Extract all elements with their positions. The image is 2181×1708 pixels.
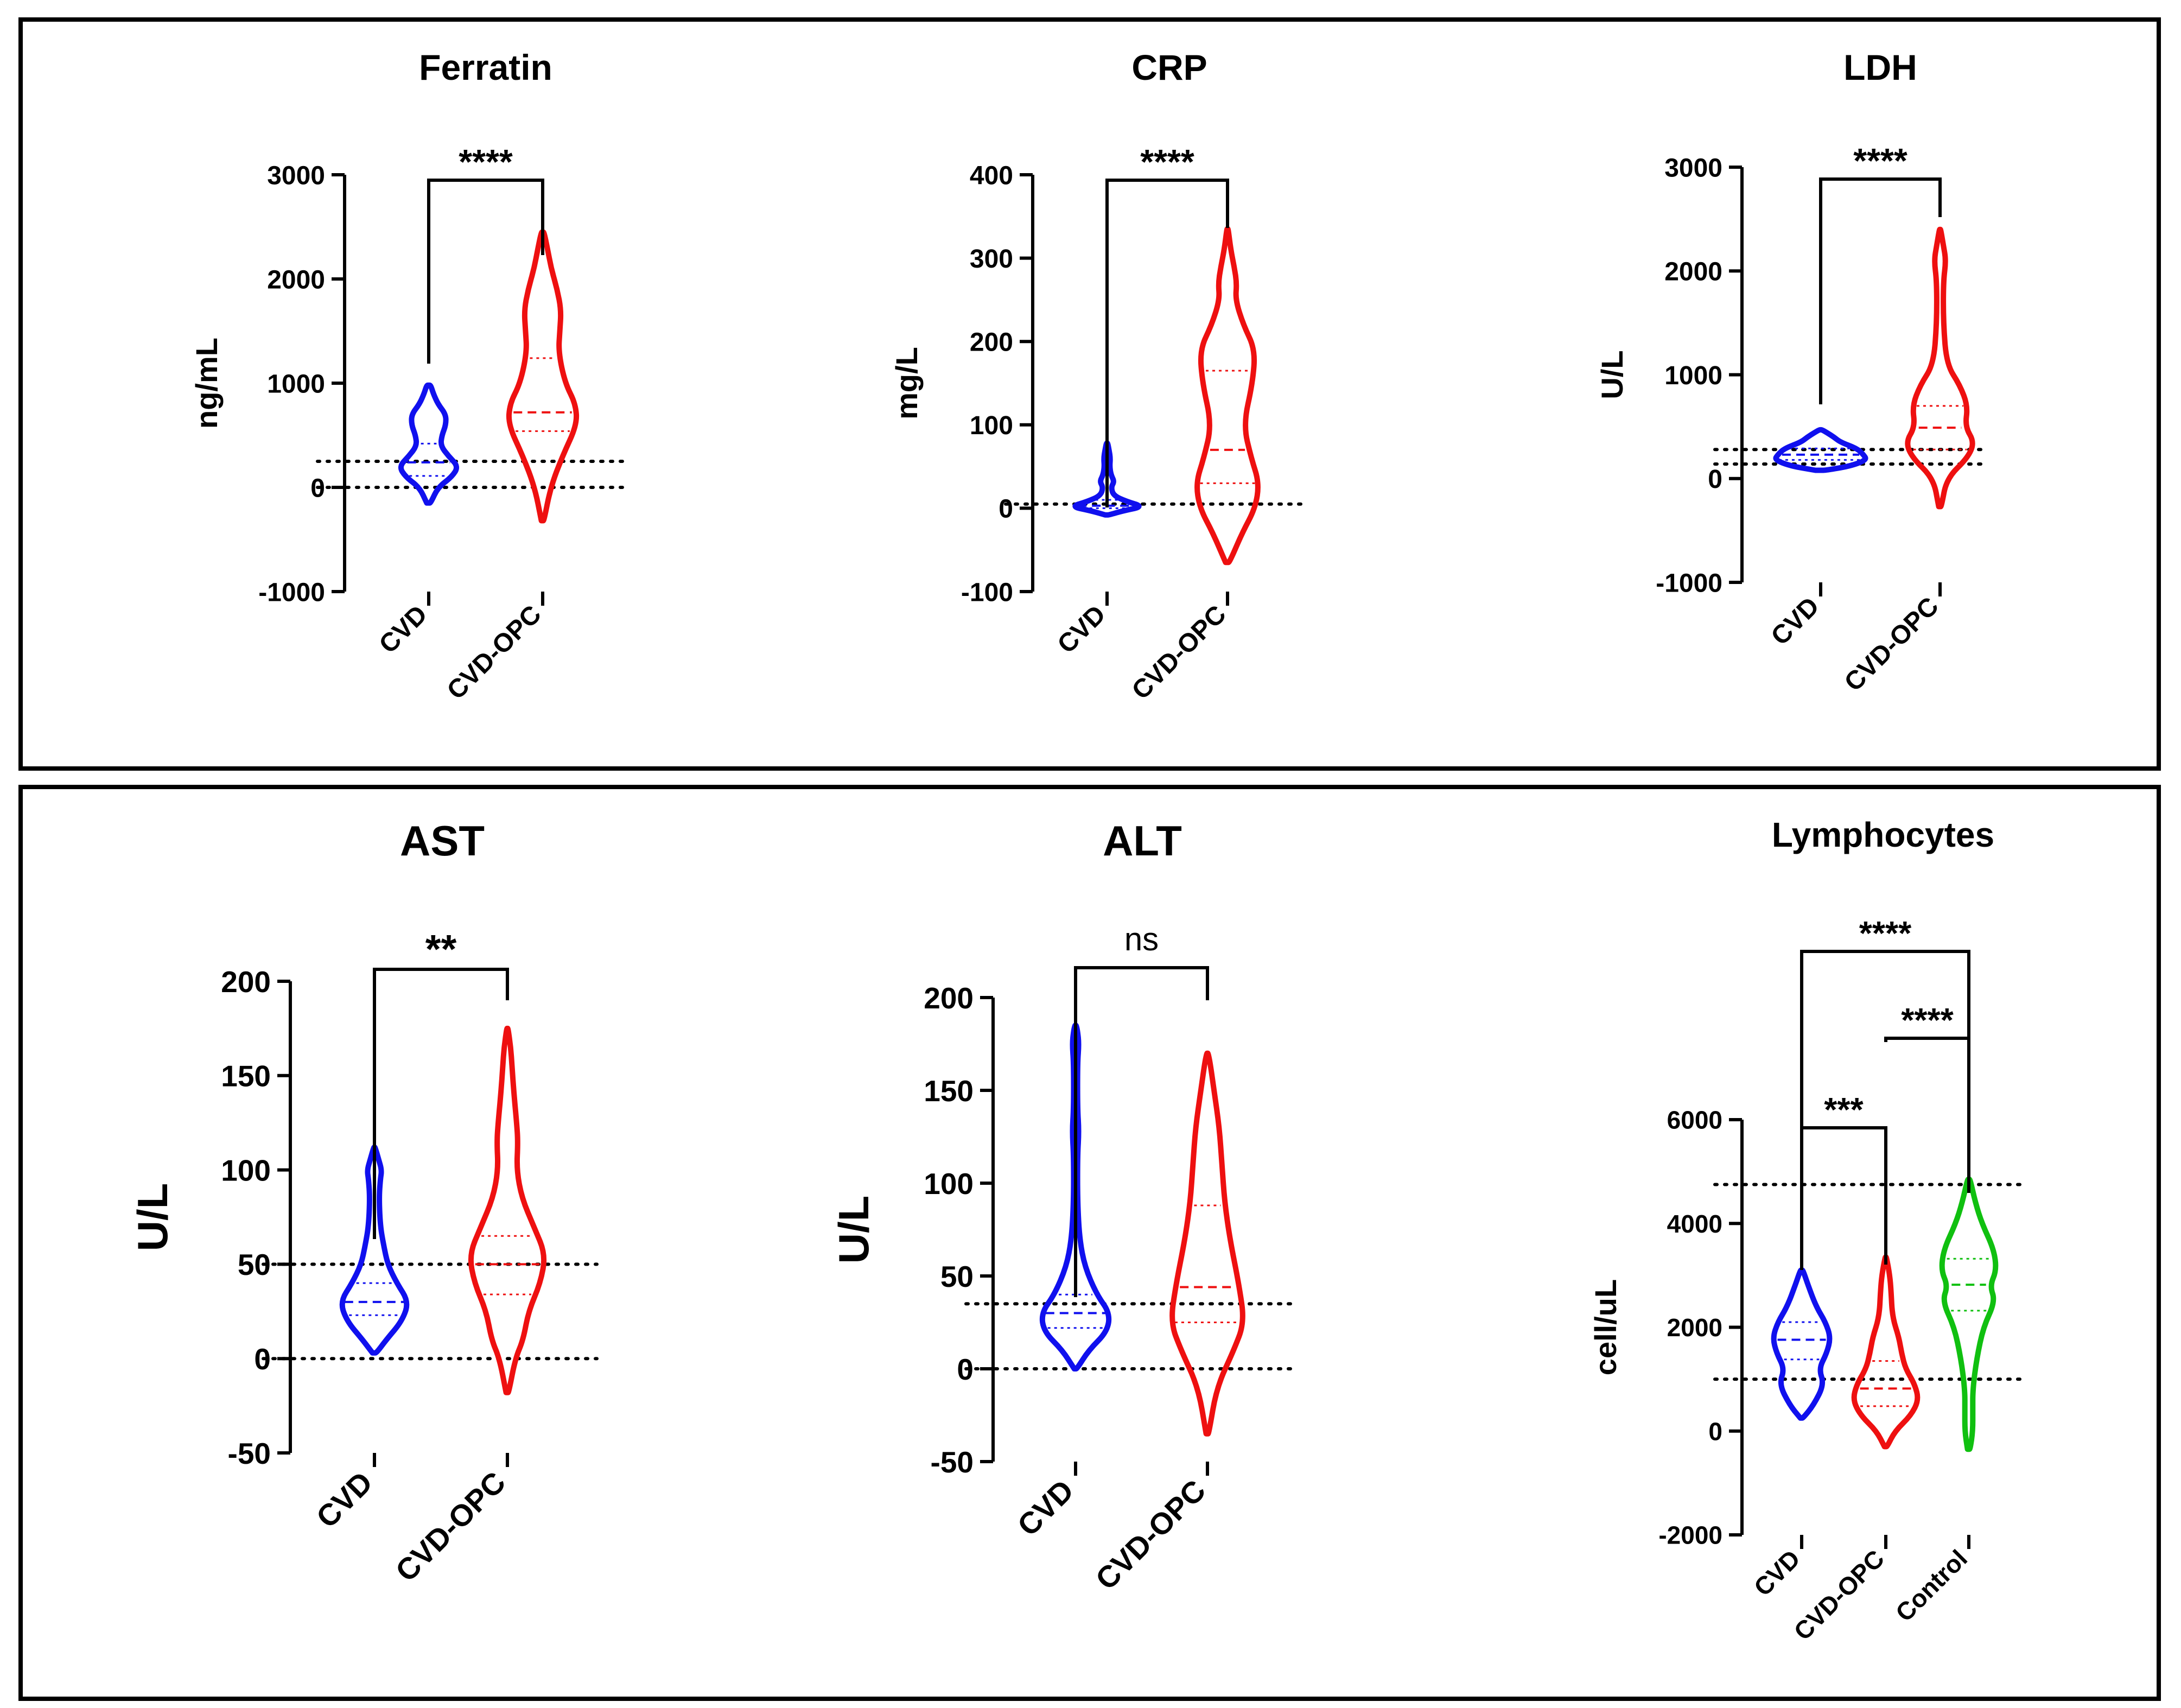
y-tick-label-ldh: 3000 [1664,154,1722,182]
y-tick-label-crp: 200 [970,328,1013,357]
y-tick-label-ldh: 1000 [1664,361,1722,390]
x-tick-label-cvd: CVD [1052,600,1111,659]
significance-label-ast: ** [425,926,457,972]
x-tick-label-cvd-opc: CVD-OPC [1788,1544,1890,1646]
violin-ferratin-cvd-opc [506,229,580,524]
violin-lymphocytes-control [1939,1177,1999,1452]
violin-ldh-cvd [1773,427,1868,473]
violin-ldh-cvd-opc [1905,226,1975,510]
y-tick-label-lymphocytes: 0 [1708,1417,1722,1445]
x-tick-label-cvd-opc: CVD-OPC [1127,600,1232,705]
violin-lymphocytes-cvd-opc [1851,1254,1921,1450]
x-tick-label-cvd: CVD [1748,1544,1805,1601]
y-tick-label-crp: 0 [999,495,1013,524]
significance-bracket-lymphocytes [1884,1037,1970,1171]
y-tick-label-ldh: 2000 [1664,258,1722,287]
x-tick-label-cvd-opc: CVD-OPC [442,600,547,705]
y-tick-label-ast: 150 [221,1059,271,1093]
significance-label-ferratin: **** [459,142,513,181]
y-axis-title-ldh: U/L [1595,350,1629,399]
chart-title-lymphocytes: Lymphocytes [1772,815,1994,854]
y-tick-label-ast: 200 [221,965,271,999]
violin-ast-cvd-opc [468,1025,547,1395]
y-tick-label-alt: 50 [940,1260,974,1293]
y-tick-label-ast: 100 [221,1153,271,1187]
significance-label-lymphocytes: *** [1824,1091,1864,1129]
y-tick-label-ferratin: 3000 [267,161,325,190]
significance-label-lymphocytes: **** [1859,915,1912,953]
y-axis-title-alt: U/L [830,1196,878,1264]
chart-lymphocytes: Lymphocytes6000400020000-2000cell/uLCVDC… [1588,815,2023,1646]
y-axis-title-ferratin: ng/mL [189,338,224,429]
x-tick-label-cvd-opc: CVD-OPC [1839,592,1944,697]
chart-title-alt: ALT [1103,817,1182,865]
y-tick-label-alt: -50 [931,1445,974,1479]
significance-label-crp: **** [1140,142,1194,181]
bottom-panel-frame [18,785,2161,1701]
y-tick-label-crp: -100 [961,578,1013,607]
violin-alt-cvd-opc [1169,1050,1245,1437]
y-tick-label-ast: -50 [228,1437,271,1470]
y-tick-label-alt: 200 [924,981,974,1015]
y-tick-label-ldh: -1000 [1656,569,1722,598]
significance-bracket-ldh [1819,177,1942,404]
chart-crp: CRP 400 300 200 100 0 -100 mg/L CVD CVD-OPC **** [889,47,1309,705]
significance-label-lymphocytes: **** [1901,1002,1954,1039]
chart-title-ldh: LDH [1843,47,1917,87]
y-tick-label-crp: 300 [970,245,1013,274]
y-tick-label-lymphocytes: 6000 [1667,1106,1722,1134]
violin-ferratin-cvd [398,382,460,506]
y-tick-label-crp: 100 [970,411,1013,440]
y-tick-label-crp: 400 [970,161,1013,190]
y-axis-title-ast: U/L [129,1183,176,1252]
x-tick-label-cvd: CVD [374,600,433,659]
significance-label-ldh: **** [1853,141,1907,180]
chart-ldh: LDH 3000 2000 1000 0 -1000 U/L CVD CVD-OPC **** [1595,47,1988,697]
y-tick-label-lymphocytes: 2000 [1667,1313,1722,1342]
x-tick-label-cvd-opc: CVD-OPC [1089,1473,1212,1596]
y-tick-label-ferratin: 2000 [267,265,325,294]
x-tick-label-cvd: CVD [309,1465,379,1534]
violin-lymphocytes-cvd [1771,1267,1833,1421]
significance-bracket-crp [1105,179,1229,507]
violin-crp-cvd-opc [1194,226,1261,566]
y-tick-label-ferratin: -1000 [258,578,325,607]
y-tick-label-ldh: 0 [1708,465,1722,494]
y-tick-label-alt: 150 [924,1074,974,1108]
y-tick-label-lymphocytes: 4000 [1667,1210,1722,1238]
significance-bracket-alt [1074,966,1209,1297]
x-tick-label-control: Control [1890,1544,1973,1627]
y-tick-label-lymphocytes: -2000 [1658,1521,1722,1550]
y-axis-title-lymphocytes: cell/uL [1588,1279,1623,1375]
chart-title-ast: AST [400,817,485,865]
chart-title-ferratin: Ferratin [419,47,552,87]
chart-title-crp: CRP [1131,47,1207,87]
significance-bracket-ast [373,968,509,1239]
x-tick-label-cvd: CVD [1010,1473,1080,1542]
significance-label-alt: ns [1124,921,1159,957]
significance-bracket-lymphocytes [1800,1126,1887,1270]
significance-bracket-ferratin [427,179,544,364]
x-tick-label-cvd: CVD [1766,592,1825,651]
y-tick-label-alt: 100 [924,1167,974,1201]
y-axis-title-crp: mg/L [889,347,924,420]
x-tick-label-cvd-opc: CVD-OPC [389,1465,512,1588]
y-tick-label-ferratin: 1000 [267,370,325,398]
top-panel-frame [18,17,2161,771]
